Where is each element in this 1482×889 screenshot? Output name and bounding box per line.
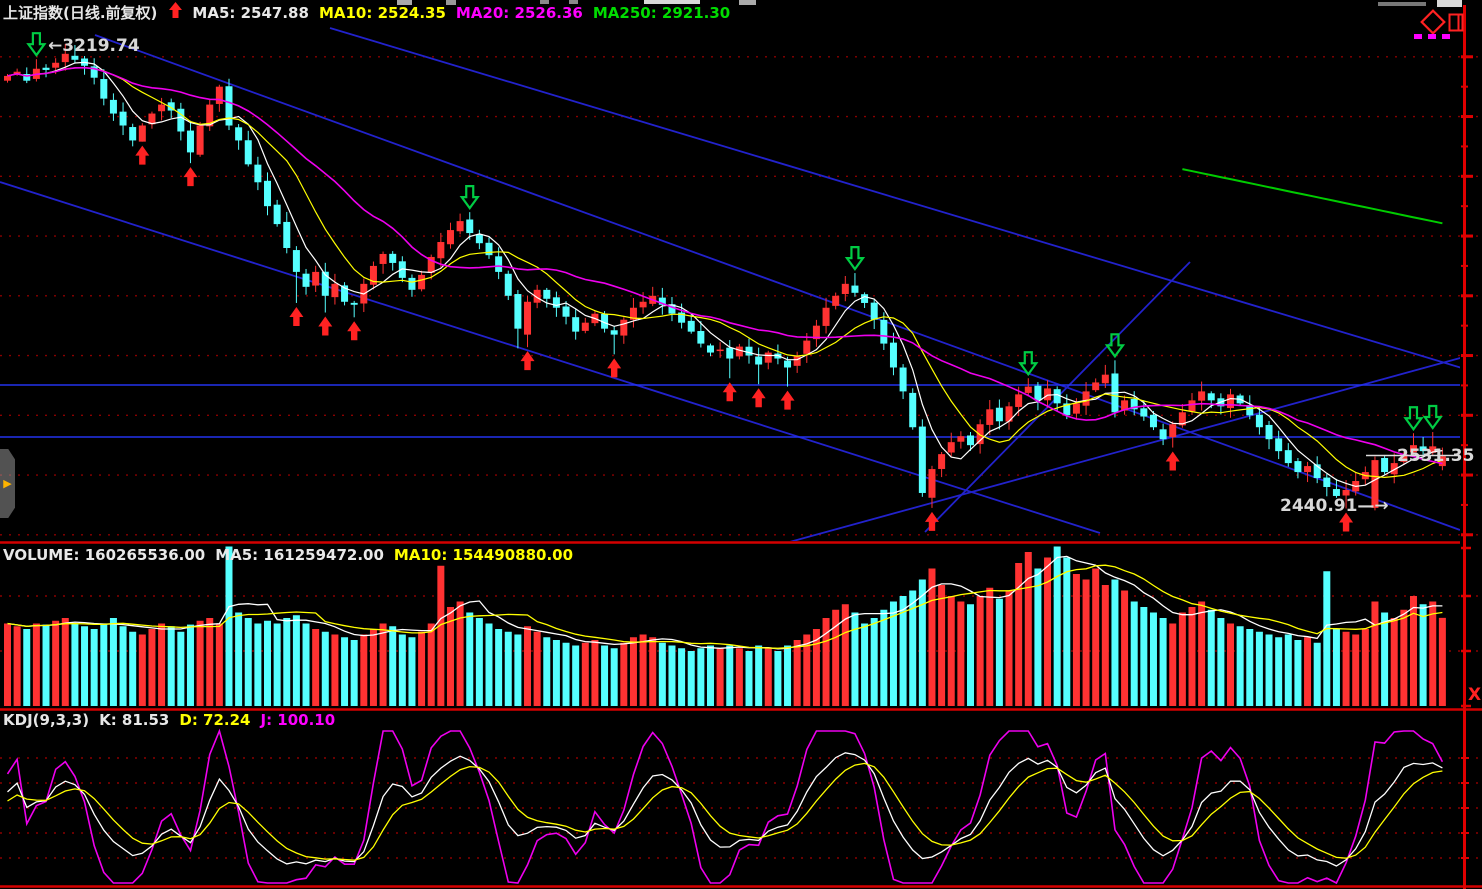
expand-arrow-icon: ▶ bbox=[3, 477, 12, 490]
toolbar-icons bbox=[1408, 8, 1464, 46]
volume-ma5-label: MA5: 161259472.00 bbox=[215, 546, 384, 564]
d-value-label: D: 72.24 bbox=[179, 711, 251, 729]
kdj-header: KDJ(9,3,3) K: 81.53 D: 72.24 J: 100.10 bbox=[3, 711, 345, 729]
ma10-label: MA10: 2524.35 bbox=[318, 4, 446, 22]
diamond-icon[interactable] bbox=[1420, 9, 1446, 35]
trend-up-arrow-icon bbox=[169, 2, 183, 22]
ma250-label: MA250: 2921.30 bbox=[592, 4, 731, 22]
ma5-label: MA5: 2547.88 bbox=[192, 4, 309, 22]
ma20-label: MA20: 2526.36 bbox=[455, 4, 583, 22]
volume-value-label: VOLUME: 160265536.00 bbox=[3, 546, 206, 564]
volume-header: VOLUME: 160265536.00 MA5: 161259472.00 MA1… bbox=[3, 546, 583, 564]
main-chart-header: 上证指数(日线.前复权) MA5: 2547.88 MA10: 2524.35 MA2… bbox=[3, 2, 740, 23]
k-value-label: K: 81.53 bbox=[99, 711, 170, 729]
j-value-label: J: 100.10 bbox=[260, 711, 336, 729]
kdj-name-label: KDJ(9,3,3) bbox=[3, 711, 90, 729]
volume-ma10-label: MA10: 154490880.00 bbox=[393, 546, 574, 564]
magenta-dashes-icon bbox=[1414, 34, 1450, 39]
close-indicator-button[interactable]: X bbox=[1468, 685, 1482, 705]
high-price-label: ←3219.74 bbox=[48, 36, 140, 56]
window-icon[interactable] bbox=[1448, 13, 1464, 32]
last-price-label: 2531.35 bbox=[1397, 446, 1475, 466]
instrument-title: 上证指数(日线.前复权) bbox=[3, 4, 158, 22]
low-price-label: 2440.91—→ bbox=[1280, 496, 1389, 516]
sidebar-expand-tab[interactable]: ▶ bbox=[0, 449, 15, 518]
